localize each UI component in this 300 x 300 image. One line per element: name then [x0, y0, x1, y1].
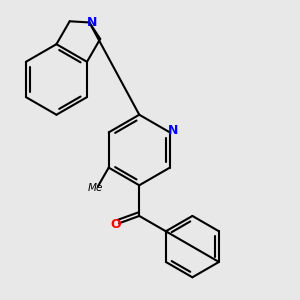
Text: N: N — [87, 16, 97, 29]
Text: O: O — [111, 218, 121, 231]
Text: Me: Me — [87, 183, 103, 193]
Text: N: N — [168, 124, 178, 137]
